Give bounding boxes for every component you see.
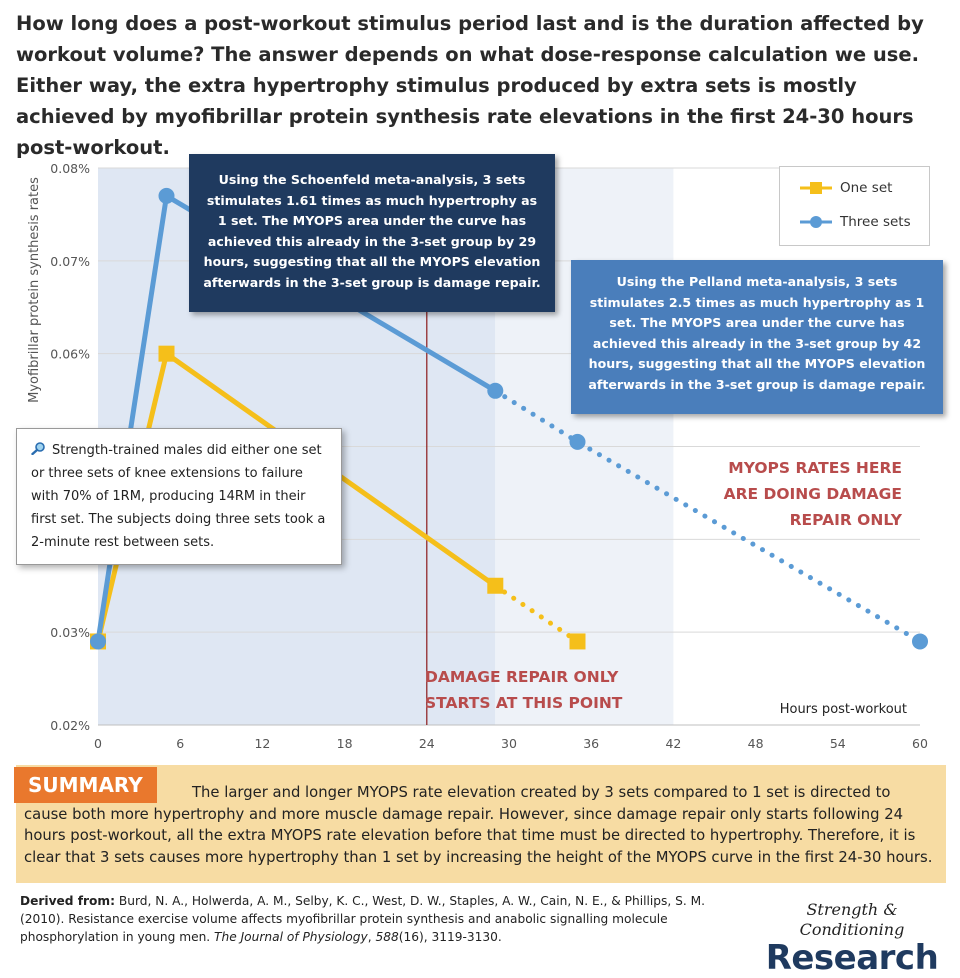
legend-label-one-set: One set	[840, 180, 893, 196]
three-sets-point-0	[90, 633, 106, 650]
logo-wordmark: Research	[765, 938, 939, 978]
x-tick-label: 42	[665, 736, 681, 751]
pelland-callout: Using the Pelland meta-analysis, 3 sets …	[571, 260, 943, 414]
x-tick-label: 60	[912, 736, 928, 751]
one-set-point-3	[569, 633, 586, 650]
citation: Derived from: Burd, N. A., Holwerda, A. …	[20, 892, 740, 946]
citation-authors: Burd, N. A., Holwerda, A. M., Selby, K. …	[20, 894, 705, 944]
x-tick-label: 36	[583, 736, 599, 751]
citation-volume-prefix: ,	[367, 930, 376, 944]
headline: How long does a post-workout stimulus pe…	[16, 12, 924, 159]
x-tick-label: 12	[254, 736, 270, 751]
schoenfeld-callout: Using the Schoenfeld meta-analysis, 3 se…	[189, 154, 555, 312]
y-tick-label: 0.02%	[50, 718, 90, 733]
logo-tagline: Strength & Conditioning	[799, 900, 905, 939]
one-set-point-2	[487, 577, 504, 594]
x-tick-label: 54	[830, 736, 846, 751]
chart-legend: One set Three sets	[779, 166, 930, 246]
three-sets-line-dotted	[492, 388, 923, 644]
x-tick-label: 48	[748, 736, 764, 751]
three-sets-point-3	[569, 433, 586, 450]
summary-text: The larger and longer MYOPS rate elevati…	[24, 784, 933, 866]
citation-journal: The Journal of Physiology	[214, 930, 368, 944]
x-tick-label: 6	[176, 736, 184, 751]
x-axis-label: Hours post-workout	[780, 702, 907, 717]
x-tick-label: 18	[337, 736, 353, 751]
x-tick-label: 0	[94, 736, 102, 751]
summary-panel: The larger and longer MYOPS rate elevati…	[16, 765, 946, 883]
x-tick-label: 30	[501, 736, 517, 751]
legend-label-three-sets: Three sets	[840, 214, 911, 230]
citation-volume: 588	[375, 930, 399, 944]
subjects-callout: Strength-trained males did either one se…	[16, 428, 342, 565]
legend-item-one-set: One set	[798, 178, 892, 198]
y-tick-label: 0.08%	[50, 161, 90, 176]
y-tick-label: 0.06%	[50, 347, 90, 362]
three-sets-point-1	[158, 187, 175, 204]
subjects-text: Strength-trained males did either one se…	[31, 443, 326, 550]
summary-label: SUMMARY	[14, 767, 157, 803]
brand-logo: Strength & Conditioning Research	[752, 900, 952, 976]
legend-square-marker-icon	[800, 182, 832, 194]
three-sets-point-4	[912, 633, 928, 650]
citation-label: Derived from:	[20, 894, 116, 908]
damage-start-note: DAMAGE REPAIR ONLY STARTS AT THIS POINT	[425, 668, 623, 712]
myops-damage-note: MYOPS RATES HERE ARE DOING DAMAGE REPAIR…	[723, 459, 902, 529]
legend-circle-marker-icon	[800, 216, 832, 228]
three-sets-point-2	[487, 382, 504, 399]
one-set-point-1	[158, 345, 175, 362]
legend-item-three-sets: Three sets	[798, 212, 911, 232]
y-tick-label: 0.07%	[50, 254, 90, 269]
magnifier-icon	[31, 442, 45, 455]
y-axis-label: Myofibrillar protein synthesis rates	[27, 177, 42, 403]
citation-issue: (16), 3119-3130.	[398, 930, 502, 944]
x-tick-label: 24	[419, 736, 435, 751]
y-tick-label: 0.03%	[50, 625, 90, 640]
